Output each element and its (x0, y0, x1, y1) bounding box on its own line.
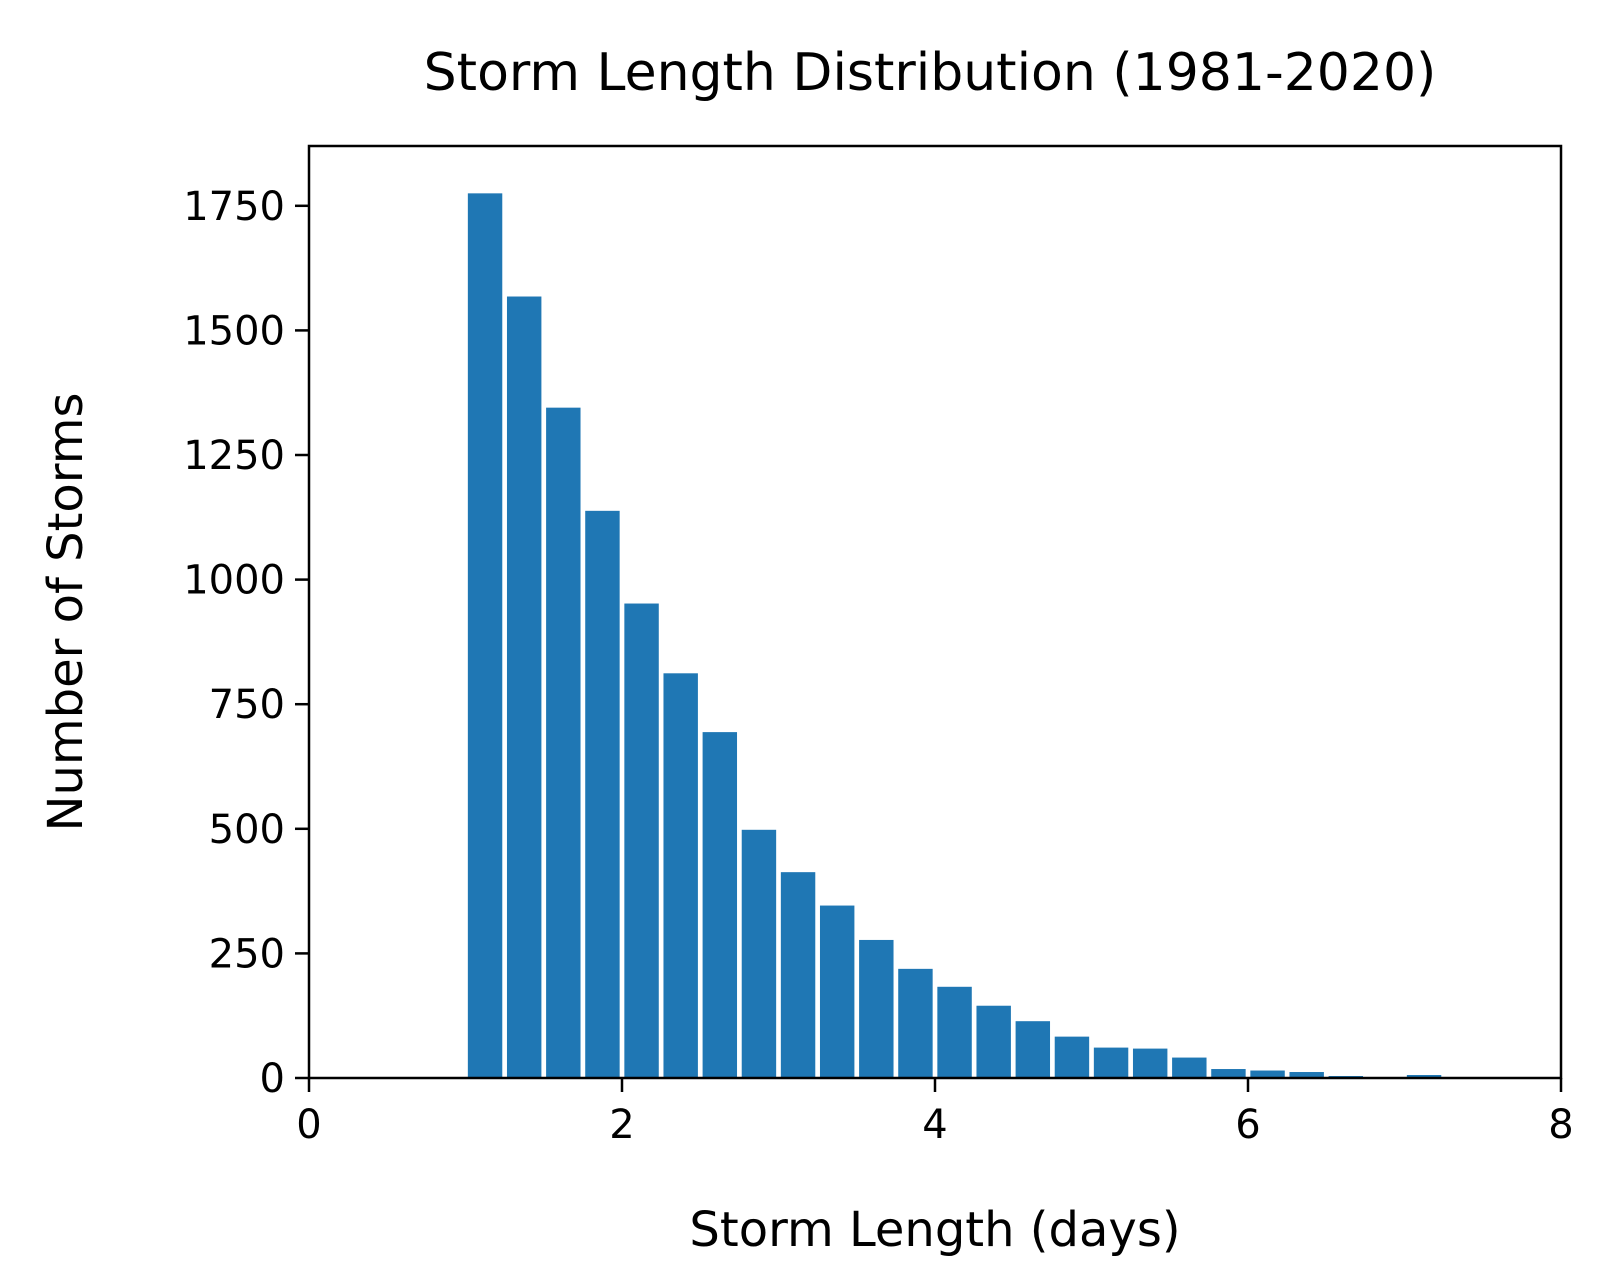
bar-10 (859, 939, 894, 1078)
x-tick-label-3: 6 (1235, 1102, 1260, 1148)
bar-6 (702, 732, 738, 1078)
bar-13 (976, 1005, 1011, 1078)
x-axis-label: Storm Length (days) (689, 1202, 1180, 1258)
bar-8 (780, 872, 816, 1078)
bar-2 (546, 407, 581, 1079)
bar-16 (1093, 1047, 1129, 1078)
bars-group (467, 193, 1442, 1079)
bar-21 (1289, 1072, 1324, 1078)
bar-3 (585, 510, 620, 1078)
bar-5 (663, 673, 698, 1078)
bar-24 (1406, 1075, 1442, 1078)
bar-20 (1250, 1070, 1285, 1078)
bar-12 (937, 986, 972, 1078)
y-tick-label-1: 250 (209, 931, 285, 977)
bar-19 (1211, 1069, 1246, 1078)
y-tick-label-7: 1750 (183, 184, 285, 230)
bar-4 (624, 603, 659, 1078)
bar-9 (819, 905, 855, 1078)
y-tick-label-0: 0 (260, 1056, 285, 1102)
plot-frame (307, 144, 1563, 1080)
y-tick-label-3: 750 (209, 682, 285, 728)
bar-0 (467, 193, 503, 1078)
y-axis-label: Number of Storms (38, 393, 94, 832)
bar-7 (741, 829, 777, 1078)
x-tick-label-1: 2 (609, 1102, 634, 1148)
y-tick-label-2: 500 (209, 807, 285, 853)
bar-15 (1054, 1036, 1090, 1078)
bar-18 (1172, 1057, 1207, 1078)
chart-title: Storm Length Distribution (1981-2020) (424, 43, 1437, 103)
y-tick-label-4: 1000 (183, 558, 285, 604)
y-tick-label-5: 1250 (183, 433, 285, 479)
bar-11 (898, 968, 933, 1078)
bar-14 (1015, 1021, 1051, 1078)
x-tick-label-0: 0 (296, 1102, 321, 1148)
x-axis: 0 2 4 6 8 (296, 1078, 1574, 1148)
x-tick-label-2: 4 (922, 1102, 947, 1148)
bar-17 (1132, 1048, 1168, 1078)
bar-1 (506, 296, 542, 1078)
x-tick-label-4: 8 (1548, 1102, 1573, 1148)
y-axis: 0 250 500 750 1000 1250 1500 1750 (183, 184, 309, 1102)
y-tick-label-6: 1500 (183, 308, 285, 354)
